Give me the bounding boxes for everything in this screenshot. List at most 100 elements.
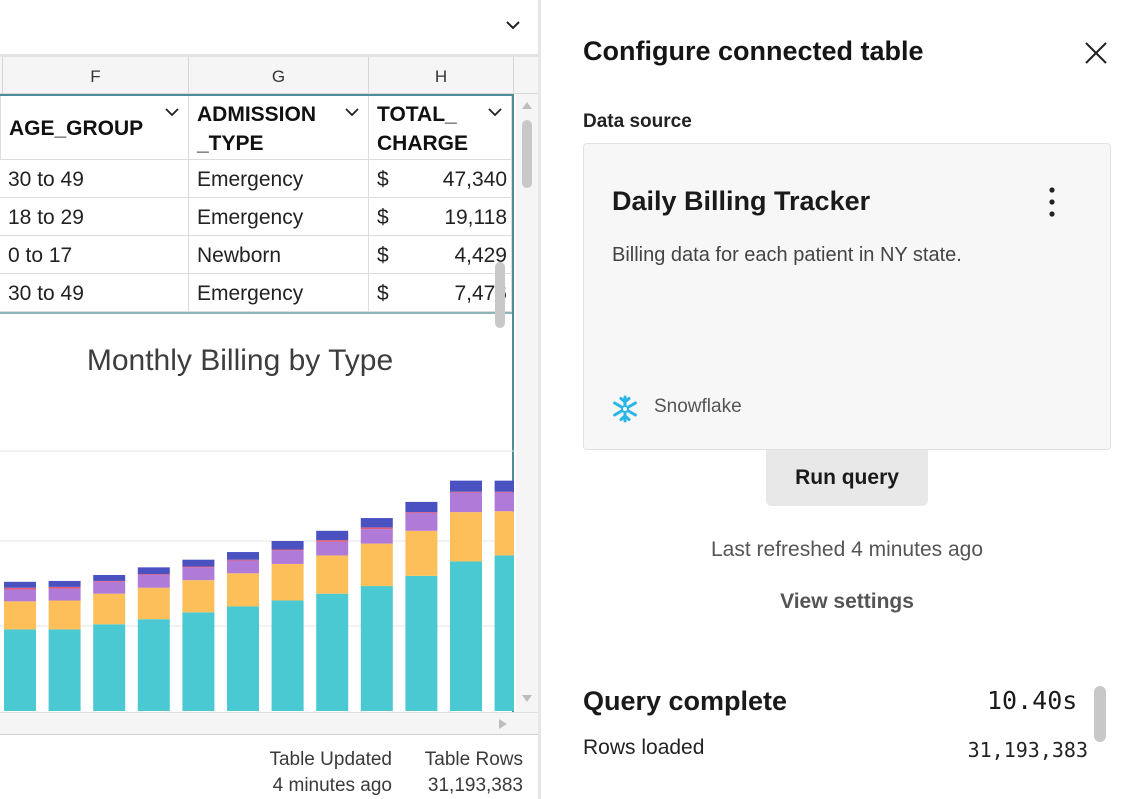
bar-segment[interactable] bbox=[271, 550, 304, 564]
bar-segment[interactable] bbox=[271, 549, 304, 551]
chevron-down-icon[interactable] bbox=[342, 102, 362, 122]
bar-segment[interactable] bbox=[137, 587, 170, 620]
bar-segment[interactable] bbox=[271, 563, 304, 601]
bar-segment[interactable] bbox=[48, 580, 81, 587]
bar-segment[interactable] bbox=[405, 575, 438, 711]
bar-segment[interactable] bbox=[360, 527, 393, 530]
bar-segment[interactable] bbox=[271, 541, 304, 550]
bar-segment[interactable] bbox=[450, 492, 482, 513]
rows-loaded-value: 31,193,383 bbox=[967, 738, 1088, 762]
cell-admission-type[interactable]: Emergency bbox=[189, 274, 369, 312]
bar-segment[interactable] bbox=[48, 588, 81, 601]
table-row: 30 to 49 Emergency $7,476 bbox=[0, 274, 512, 312]
bar-segment[interactable] bbox=[4, 581, 36, 588]
bar-segment[interactable] bbox=[182, 580, 215, 613]
bar-segment[interactable] bbox=[227, 559, 259, 561]
horizontal-scrollbar[interactable] bbox=[0, 712, 538, 734]
bar-segment[interactable] bbox=[316, 530, 349, 541]
bar-segment[interactable] bbox=[182, 566, 215, 568]
scroll-down-icon[interactable] bbox=[516, 688, 538, 710]
bar-segment[interactable] bbox=[137, 567, 170, 575]
bar-segment[interactable] bbox=[93, 624, 126, 711]
bar-segment[interactable] bbox=[227, 606, 259, 711]
bar-segment[interactable] bbox=[360, 543, 393, 587]
scroll-up-icon[interactable] bbox=[516, 94, 538, 116]
header-cell-age-group[interactable]: AGE_GROUP bbox=[0, 96, 189, 160]
table-scroll-thumb[interactable] bbox=[495, 262, 505, 328]
vertical-scrollbar[interactable] bbox=[516, 94, 538, 712]
bar-segment[interactable] bbox=[494, 480, 514, 492]
cell-age-group[interactable]: 0 to 17 bbox=[0, 236, 189, 274]
bar-segment[interactable] bbox=[137, 619, 170, 711]
run-query-button[interactable]: Run query bbox=[766, 450, 928, 506]
cell-admission-type[interactable]: Emergency bbox=[189, 198, 369, 236]
bar-segment[interactable] bbox=[137, 575, 170, 588]
column-header-f[interactable]: F bbox=[3, 57, 189, 94]
bar-segment[interactable] bbox=[316, 555, 349, 594]
bar-segment[interactable] bbox=[494, 492, 514, 512]
bar-segment[interactable] bbox=[405, 512, 438, 513]
bar-segment[interactable] bbox=[316, 540, 349, 542]
bar-segment[interactable] bbox=[4, 629, 36, 711]
bar-segment[interactable] bbox=[182, 612, 215, 711]
bar-segment[interactable] bbox=[227, 573, 259, 607]
bar-segment[interactable] bbox=[494, 555, 514, 711]
cell-admission-type[interactable]: Emergency bbox=[189, 160, 369, 198]
bar-segment[interactable] bbox=[450, 491, 482, 493]
table-row: 0 to 17 Newborn $4,429 bbox=[0, 236, 512, 274]
panel-divider[interactable] bbox=[538, 0, 541, 799]
scroll-right-icon[interactable] bbox=[492, 713, 514, 735]
cell-total-charge[interactable]: $19,118 bbox=[369, 198, 512, 236]
panel-scroll-thumb[interactable] bbox=[1094, 686, 1106, 742]
bar-segment[interactable] bbox=[494, 491, 514, 493]
bar-segment[interactable] bbox=[93, 575, 126, 581]
cell-age-group[interactable]: 30 to 49 bbox=[0, 274, 189, 312]
bar-segment[interactable] bbox=[4, 601, 36, 630]
data-source-card[interactable]: Daily Billing Tracker Billing data for e… bbox=[583, 143, 1111, 450]
cell-total-charge[interactable]: $47,340 bbox=[369, 160, 512, 198]
bar-segment[interactable] bbox=[48, 629, 81, 711]
cell-total-charge[interactable]: $7,476 bbox=[369, 274, 512, 312]
cell-age-group[interactable]: 30 to 49 bbox=[0, 160, 189, 198]
data-source-type: Snowflake bbox=[654, 396, 742, 417]
bar-segment[interactable] bbox=[4, 587, 36, 590]
bar-segment[interactable] bbox=[360, 518, 393, 528]
bar-segment[interactable] bbox=[137, 574, 170, 575]
bar-segment[interactable] bbox=[360, 529, 393, 544]
header-cell-admission-type[interactable]: ADMISSION _TYPE bbox=[189, 96, 369, 160]
header-cell-total-charge[interactable]: TOTAL_ CHARGE bbox=[369, 96, 512, 160]
bar-segment[interactable] bbox=[48, 586, 81, 589]
bar-segment[interactable] bbox=[48, 600, 81, 630]
bar-segment[interactable] bbox=[93, 581, 126, 594]
bar-segment[interactable] bbox=[405, 501, 438, 513]
bar-segment[interactable] bbox=[450, 561, 482, 711]
cell-age-group[interactable]: 18 to 29 bbox=[0, 198, 189, 236]
scroll-thumb[interactable] bbox=[522, 120, 532, 188]
chevron-down-icon[interactable] bbox=[162, 102, 182, 122]
bar-segment[interactable] bbox=[93, 593, 126, 625]
view-settings-link[interactable]: View settings bbox=[780, 590, 914, 613]
bar-segment[interactable] bbox=[360, 586, 393, 711]
column-header-g[interactable]: G bbox=[189, 57, 369, 94]
bar-segment[interactable] bbox=[227, 552, 259, 560]
bar-segment[interactable] bbox=[405, 512, 438, 531]
bar-segment[interactable] bbox=[405, 530, 438, 576]
bar-segment[interactable] bbox=[271, 600, 304, 712]
bar-segment[interactable] bbox=[494, 511, 514, 556]
bar-segment[interactable] bbox=[93, 580, 126, 582]
bar-segment[interactable] bbox=[450, 512, 482, 562]
chevron-down-icon[interactable] bbox=[485, 102, 505, 122]
cell-total-charge[interactable]: $4,429 bbox=[369, 236, 512, 274]
bar-segment[interactable] bbox=[227, 560, 259, 574]
close-icon[interactable] bbox=[1081, 38, 1111, 68]
bar-segment[interactable] bbox=[4, 589, 36, 602]
bar-segment[interactable] bbox=[182, 559, 215, 567]
column-header-h[interactable]: H bbox=[369, 57, 514, 94]
chevron-down-icon[interactable] bbox=[500, 12, 526, 38]
bar-segment[interactable] bbox=[182, 567, 215, 581]
more-vertical-icon[interactable] bbox=[1040, 184, 1064, 220]
bar-segment[interactable] bbox=[450, 480, 482, 492]
bar-segment[interactable] bbox=[316, 593, 349, 711]
bar-segment[interactable] bbox=[316, 541, 349, 556]
cell-admission-type[interactable]: Newborn bbox=[189, 236, 369, 274]
